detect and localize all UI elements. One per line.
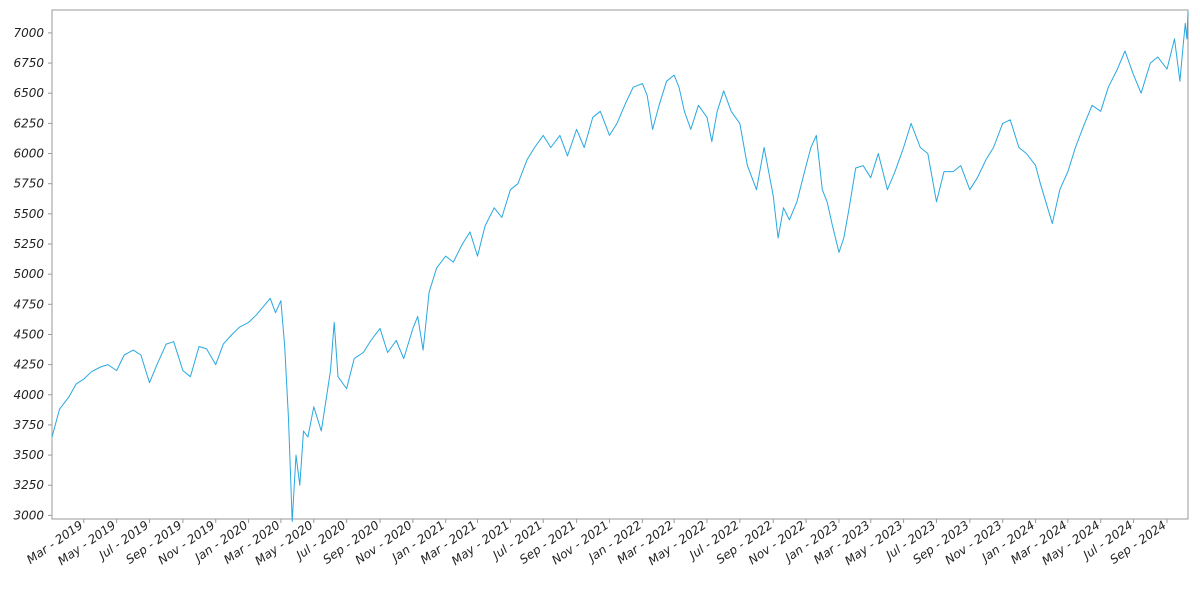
- y-tick-label: 5250: [13, 237, 44, 251]
- y-tick-label: 6000: [13, 147, 44, 161]
- y-tick-label: 4250: [13, 358, 44, 372]
- y-tick-label: 5750: [13, 177, 44, 191]
- y-tick-label: 4750: [13, 297, 44, 311]
- y-tick-label: 6250: [13, 116, 44, 130]
- y-tick-label: 6500: [13, 86, 44, 100]
- y-tick-label: 3500: [13, 448, 44, 462]
- y-tick-label: 5500: [13, 207, 44, 221]
- y-tick-label: 5000: [13, 267, 44, 281]
- y-tick-label: 6750: [13, 56, 44, 70]
- series-line: [51, 11, 1189, 522]
- y-tick-label: 3000: [13, 508, 44, 522]
- y-axis: 3000 3250 3500 3750 4000 4250 4500 4750 5000 5250…: [13, 26, 52, 522]
- y-tick-label: 3750: [13, 418, 44, 432]
- y-tick-label: 3250: [13, 478, 44, 492]
- plot-area-frame: [51, 9, 1189, 520]
- y-tick-label: 4000: [13, 388, 44, 402]
- series-group: [51, 11, 1189, 522]
- y-tick-label: 4500: [13, 327, 44, 341]
- y-tick-label: 7000: [13, 26, 44, 40]
